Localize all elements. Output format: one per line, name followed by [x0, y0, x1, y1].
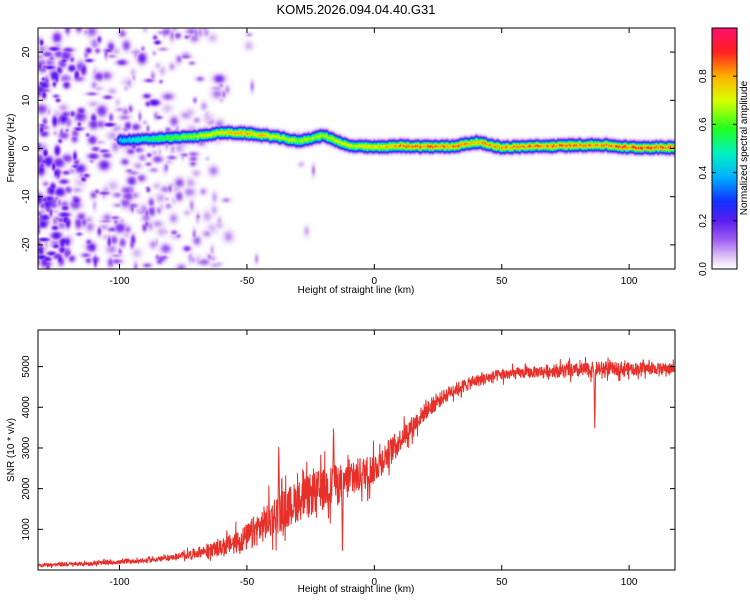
snr-x-tick-label: -50	[240, 577, 255, 588]
colorbar-tick-label: 0.4	[698, 165, 709, 179]
colorbar-tick-label: 0.6	[698, 117, 709, 131]
snr-y-ticks: 1000 2000 3000 4000 5000	[21, 355, 675, 540]
spectrogram-y-tick-label: 20	[21, 46, 32, 58]
spectrogram-x-tick-label: 0	[372, 276, 378, 287]
spectrogram-y-label: Frequency (Hz)	[6, 114, 17, 183]
colorbar-tick-label: 0.2	[698, 213, 709, 227]
colorbar-ticks: 0.0 0.2 0.4 0.6 0.8	[698, 69, 737, 276]
spectrogram-y-tick-label: -20	[21, 237, 32, 252]
snr-y-tick-label: 5000	[21, 355, 32, 378]
spectrogram-x-tick-label: -50	[240, 276, 255, 287]
spectrogram-x-tick-label: 50	[496, 276, 508, 287]
snr-x-label: Height of straight line (km)	[298, 584, 415, 595]
snr-panel: -100 -50 0 50 100 1000 2000 3000 4000 5000 Heigh…	[6, 329, 676, 595]
colorbar-frame	[711, 27, 738, 270]
colorbar-gradient	[712, 28, 737, 269]
snr-x-tick-label: -100	[110, 577, 130, 588]
spectrogram-x-label: Height of straight line (km)	[298, 285, 415, 296]
spectrogram-y-tick-label: 0	[21, 145, 32, 151]
colorbar-tick-label: 0.8	[698, 69, 709, 83]
snr-y-tick-label: 3000	[21, 436, 32, 459]
snr-x-ticks: -100 -50 0 50 100	[110, 330, 638, 588]
snr-y-tick-label: 4000	[21, 396, 32, 419]
spectrogram-x-tick-label: -100	[110, 276, 130, 287]
snr-x-tick-label: 50	[496, 577, 508, 588]
snr-series-line	[38, 356, 675, 569]
colorbar-tick-label: 0.0	[698, 262, 709, 276]
spectrogram-y-tick-label: 10	[21, 94, 32, 106]
snr-x-tick-label: 0	[372, 577, 378, 588]
spectrogram-image	[38, 28, 675, 269]
colorbar-label: Normalized spectral amplitude	[739, 80, 750, 215]
figure-title: KOM5.2026.094.04.40.G31	[276, 2, 435, 17]
spectrogram-x-ticks: -100 -50 0 50 100	[110, 28, 638, 287]
spectrogram-y-ticks: -20 -10 0 10 20	[21, 46, 675, 252]
spectrogram-y-tick-label: -10	[21, 189, 32, 204]
snr-y-label: SNR (10 * v/v)	[6, 418, 17, 482]
snr-y-tick-label: 1000	[21, 518, 32, 541]
snr-frame	[37, 329, 676, 571]
snr-y-tick-label: 2000	[21, 477, 32, 500]
spectrogram-x-tick-label: 100	[621, 276, 638, 287]
snr-x-tick-label: 100	[621, 577, 638, 588]
colorbar: 0.0 0.2 0.4 0.6 0.8 Normalized spectral ampl…	[698, 27, 750, 276]
